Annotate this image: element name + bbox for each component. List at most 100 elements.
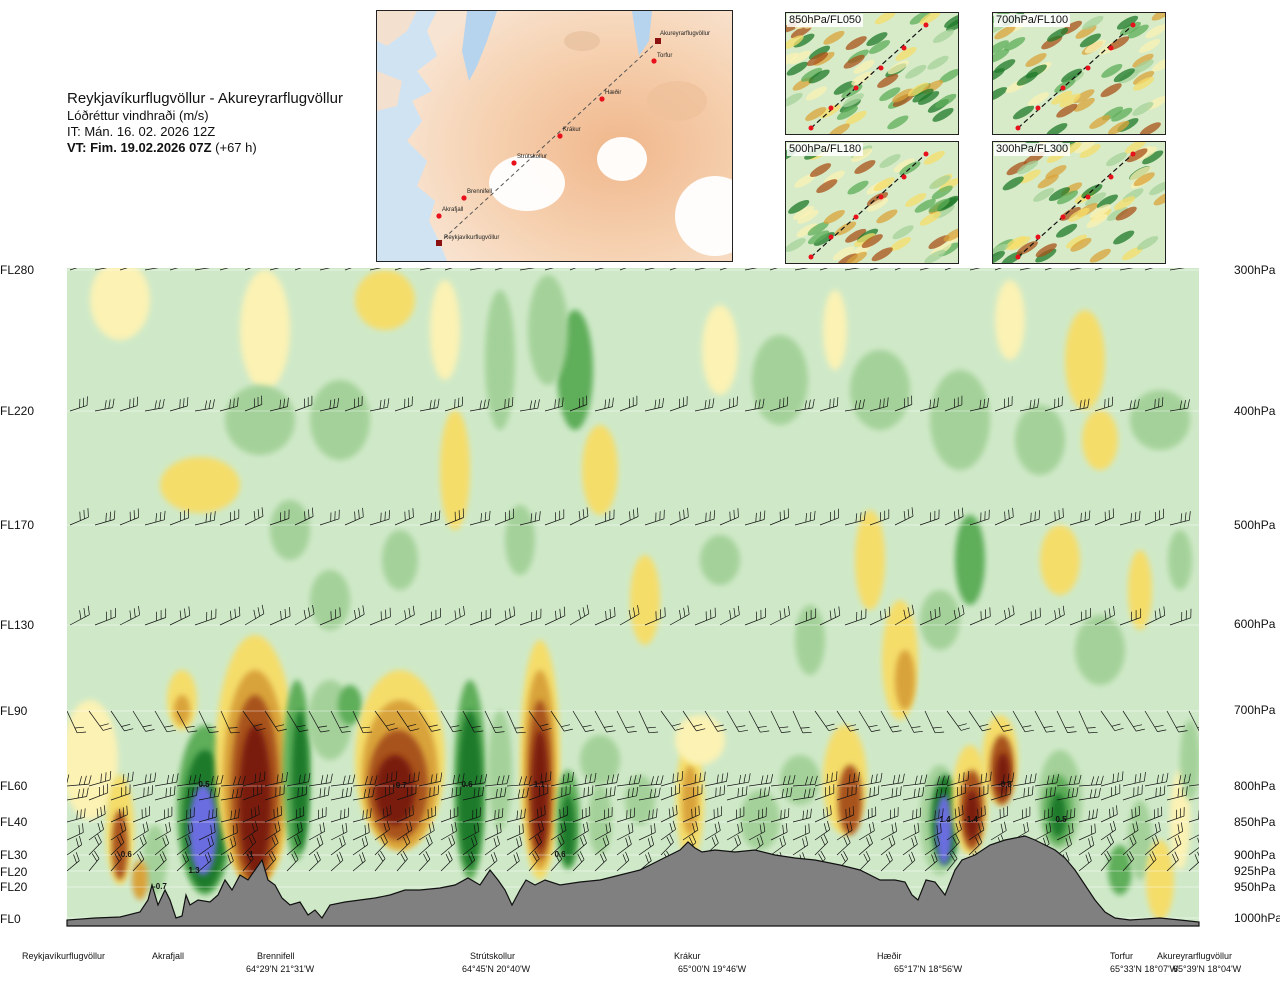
- wind-barb: [198, 823, 216, 841]
- wind-barb: [94, 608, 116, 626]
- wind-barb: [748, 786, 770, 801]
- wind-barb: [440, 710, 462, 733]
- level-map-blob: [794, 173, 816, 188]
- wind-barb: [198, 835, 214, 856]
- wind-barb: [169, 508, 190, 526]
- wind-barb: [1144, 397, 1164, 412]
- level-map-blob: [944, 14, 958, 28]
- level-map-blob: [1153, 191, 1165, 206]
- wind-barb: [369, 398, 390, 412]
- level-map-blob: [1132, 101, 1154, 116]
- wind-barb: [544, 509, 565, 526]
- wind-barb: [110, 710, 134, 732]
- velocity-contour: [996, 753, 1010, 797]
- wind-barb: [94, 510, 116, 526]
- wind-barb: [220, 710, 240, 734]
- wind-barb: [1119, 398, 1140, 412]
- level-map-blob: [927, 55, 949, 70]
- level-map-blob: [994, 25, 1016, 40]
- wind-barb: [836, 821, 853, 841]
- wind-barb: [770, 823, 788, 841]
- wind-barb: [594, 851, 607, 872]
- level-map-blob: [801, 67, 823, 82]
- wind-barb: [719, 605, 740, 626]
- wind-barb: [396, 805, 414, 823]
- extremum-label: 1.3: [188, 866, 200, 875]
- wind-barb: [1166, 786, 1188, 801]
- wind-barb: [619, 507, 639, 526]
- level-map-blob: [879, 87, 901, 102]
- velocity-contour: [375, 755, 415, 825]
- wind-barb: [880, 835, 896, 856]
- wind-barb: [264, 821, 281, 841]
- level-map-waypoint: [1015, 254, 1021, 260]
- wind-barb: [946, 805, 964, 823]
- wind-barb: [1034, 710, 1056, 733]
- wind-barb: [1019, 607, 1041, 626]
- wind-barb: [1144, 821, 1161, 841]
- wind-barb: [1056, 787, 1079, 801]
- wind-barb: [1122, 772, 1146, 787]
- wind-barb: [814, 805, 832, 823]
- wind-barb: [169, 606, 191, 626]
- level-map-blob: [1100, 83, 1122, 98]
- wind-barb: [1188, 710, 1199, 732]
- level-map-blob: [868, 40, 891, 54]
- wind-barb: [682, 821, 699, 841]
- velocity-contour: [895, 650, 915, 710]
- level-map-blob: [1145, 24, 1165, 39]
- velocity-contour: [855, 510, 885, 610]
- fl-label: FL0: [0, 912, 21, 926]
- wind-barb: [794, 398, 815, 412]
- wind-barb: [308, 786, 330, 801]
- level-map-blob: [887, 60, 909, 75]
- wind-barb: [968, 771, 992, 787]
- wind-barb: [45, 711, 65, 732]
- level-map-blob: [788, 199, 810, 214]
- level-map-blob: [931, 185, 953, 200]
- wind-barb: [440, 806, 459, 823]
- wind-barb: [902, 786, 925, 801]
- wind-barb: [1119, 608, 1142, 626]
- wind-barb: [396, 821, 413, 841]
- wind-barb: [308, 835, 324, 856]
- wind-barb: [880, 822, 898, 841]
- velocity-contour: [850, 350, 910, 430]
- level-map-blob: [786, 61, 808, 76]
- wind-barb: [644, 509, 665, 526]
- wind-barb: [198, 808, 218, 823]
- level-map-route: [1017, 153, 1134, 258]
- wp-label-5: Brennifell: [467, 189, 492, 195]
- wind-barb: [418, 821, 435, 841]
- wind-barb: [286, 834, 301, 856]
- wind-barb: [924, 852, 938, 872]
- level-map-blob: [892, 92, 914, 107]
- wind-barb: [682, 805, 700, 823]
- wind-barb: [616, 851, 630, 872]
- wind-barb: [45, 852, 57, 871]
- wind-barb: [1144, 710, 1167, 732]
- velocity-contour: [675, 715, 725, 765]
- wind-barb: [1094, 396, 1114, 412]
- location-name: Hæðir: [877, 951, 902, 961]
- wind-barb: [572, 834, 587, 856]
- wind-barb: [644, 607, 666, 626]
- wind-barb: [69, 605, 90, 626]
- wind-barb: [792, 775, 818, 787]
- wind-barb: [308, 822, 326, 841]
- wind-barb: [286, 851, 299, 872]
- wind-barb: [669, 507, 689, 526]
- wind-barb: [440, 785, 462, 801]
- velocity-contour: [143, 825, 167, 895]
- level-map-blob: [929, 175, 951, 190]
- level-map-blob: [1006, 161, 1028, 176]
- wind-barb: [444, 396, 464, 412]
- wind-barb: [704, 772, 729, 787]
- level-map-blob: [1048, 187, 1070, 202]
- level-map-blob: [914, 198, 936, 213]
- level-map-blob: [854, 233, 876, 247]
- extremum-label: -0.8: [998, 780, 1012, 789]
- level-map-blob: [1115, 206, 1137, 221]
- wind-barb: [748, 774, 774, 787]
- fl-label: FL40: [0, 815, 28, 829]
